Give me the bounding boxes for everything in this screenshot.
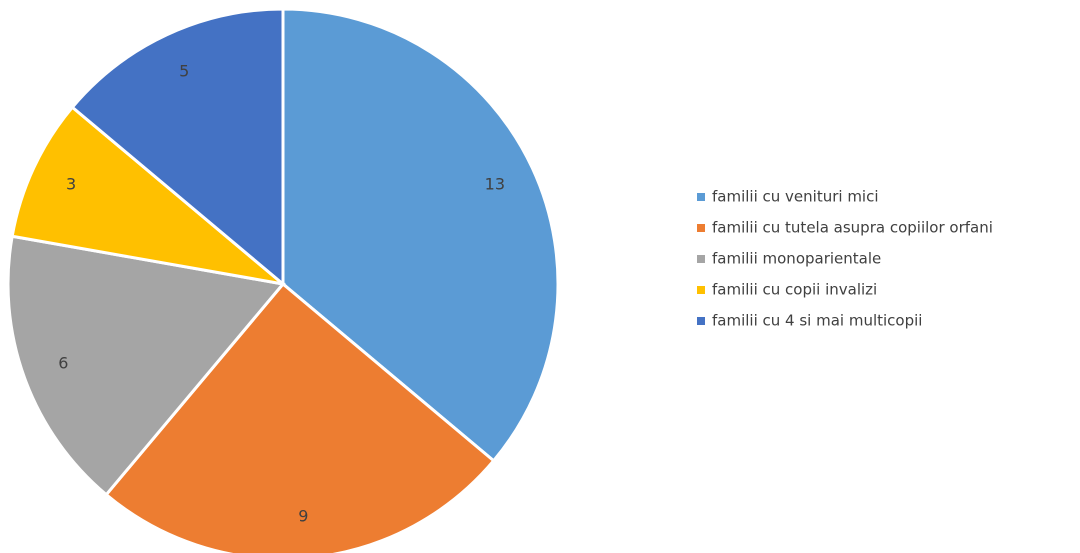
pie-slice — [6, 234, 286, 497]
pie-slice — [104, 281, 496, 553]
legend-swatch — [697, 286, 705, 294]
data-label: 6 — [58, 353, 68, 372]
pie-slice — [70, 7, 285, 288]
legend-swatch — [697, 317, 705, 325]
pie-slice — [10, 105, 289, 287]
legend-swatch — [697, 255, 705, 263]
legend-label: familii cu venituri mici — [712, 188, 879, 206]
legend-swatch — [697, 224, 705, 232]
legend-swatch — [697, 193, 705, 201]
data-label: 9 — [298, 506, 308, 525]
data-label: 13 — [485, 175, 505, 194]
legend-label: familii monoparientale — [712, 250, 881, 268]
pie-slice — [281, 7, 560, 463]
data-label: 3 — [66, 175, 76, 194]
legend-label: familii cu copii invalizi — [712, 281, 877, 299]
legend-label: familii cu 4 si mai multicopii — [712, 312, 922, 330]
data-label: 5 — [179, 62, 189, 81]
legend-label: familii cu tutela asupra copiilor orfani — [712, 219, 993, 237]
